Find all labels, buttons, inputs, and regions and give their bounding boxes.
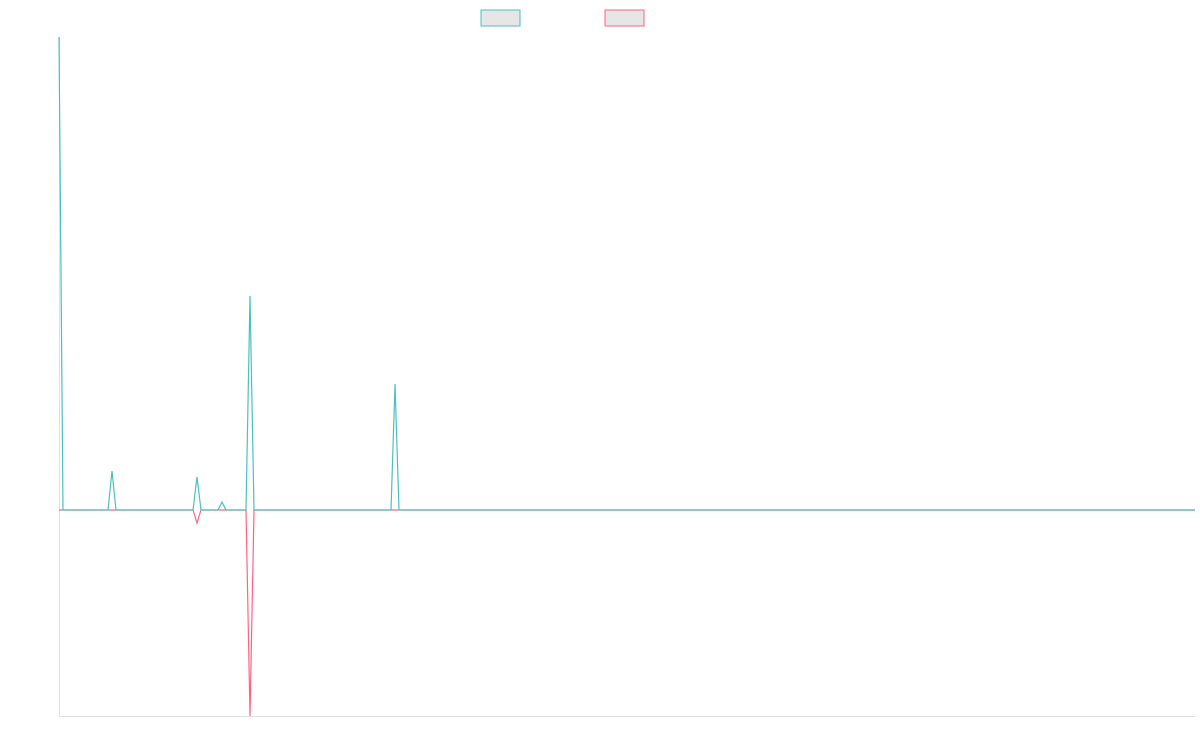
- legend: [480, 9, 645, 27]
- legend-swatch[interactable]: [604, 9, 645, 27]
- legend-swatch[interactable]: [480, 9, 521, 27]
- series-line: [59, 509, 1195, 717]
- series-line: [58, 36, 1195, 511]
- plot-area: [58, 36, 1195, 717]
